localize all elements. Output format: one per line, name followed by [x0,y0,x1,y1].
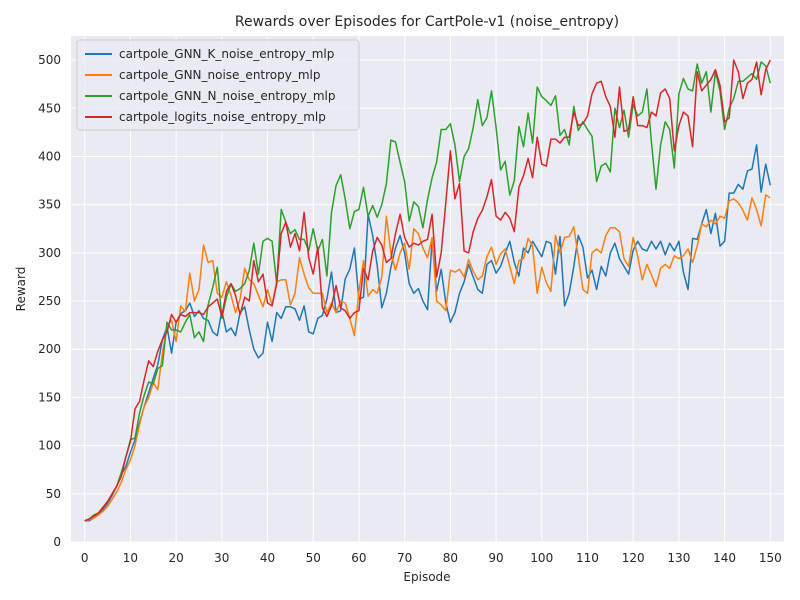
legend-label: cartpole_GNN_noise_entropy_mlp [119,68,321,82]
y-tick-label: 100 [38,439,61,453]
x-tick-label: 130 [667,551,690,565]
y-tick-label: 250 [38,294,61,308]
y-tick-label: 150 [38,390,61,404]
y-tick-label: 400 [38,149,61,163]
x-tick-label: 40 [260,551,275,565]
legend-label: cartpole_GNN_N_noise_entropy_mlp [119,89,335,103]
series-line-2 [84,61,772,522]
x-tick-label: 80 [443,551,458,565]
x-tick-label: 120 [622,551,645,565]
y-tick-label: 350 [38,198,61,212]
y-tick-label: 200 [38,342,61,356]
x-tick-label: 150 [759,551,782,565]
x-tick-label: 100 [530,551,553,565]
grid [71,36,784,543]
y-tick-label: 50 [46,487,61,501]
y-tick-label: 0 [53,535,61,549]
legend-box [76,39,360,131]
legend-items: cartpole_GNN_K_noise_entropy_mlp cartpole… [85,47,335,124]
legend-label: cartpole_GNN_K_noise_entropy_mlp [119,47,334,61]
x-tick-label: 50 [306,551,321,565]
y-tick-labels: 0 50 100 150 200 250 300 350 400 450 500 [38,53,61,549]
y-axis-label: Reward [14,267,28,312]
x-tick-labels: 0 10 20 30 40 50 60 70 80 90 100 110 120 130 140 150 [81,551,782,565]
x-tick-label: 20 [168,551,183,565]
y-tick-label: 450 [38,101,61,115]
x-tick-label: 0 [81,551,89,565]
legend-label: cartpole_logits_noise_entropy_mlp [119,110,326,124]
x-tick-label: 10 [123,551,138,565]
series-line-1 [84,194,771,522]
x-axis-label: Episode [403,570,450,584]
x-tick-label: 60 [351,551,366,565]
x-tick-label: 30 [214,551,229,565]
legend: cartpole_GNN_K_noise_entropy_mlp cartpole… [76,39,360,131]
y-tick-label: 300 [38,246,61,260]
chart-title: Rewards over Episodes for CartPole-v1 (n… [235,14,619,30]
x-tick-label: 90 [488,551,503,565]
series-line-3 [84,59,771,522]
series-lines [84,59,772,522]
x-tick-label: 110 [576,551,599,565]
x-tick-label: 140 [713,551,736,565]
x-tick-label: 70 [397,551,412,565]
series-line-0 [84,144,772,522]
y-tick-label: 500 [38,53,61,67]
